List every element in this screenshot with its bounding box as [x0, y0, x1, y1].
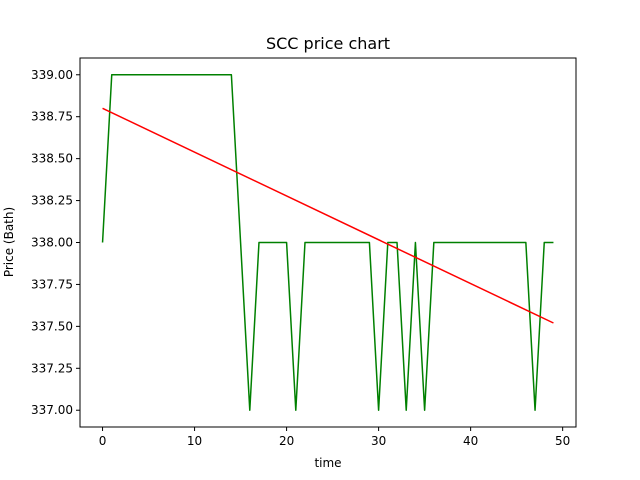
- chart-title: SCC price chart: [266, 34, 390, 53]
- series-line-1: [102, 107, 554, 324]
- series-line-0: [101, 74, 554, 411]
- x-axis-label: time: [314, 456, 341, 470]
- x-tick-label: 50: [555, 434, 570, 448]
- y-tick-label: 337.75: [31, 277, 73, 291]
- y-axis-label: Price (Bath): [2, 207, 16, 277]
- y-tick-label: 338.50: [31, 152, 73, 166]
- y-tick-label: 338.25: [31, 194, 73, 208]
- x-tick-label: 20: [279, 434, 294, 448]
- x-tick-label: 40: [463, 434, 478, 448]
- x-tick-label: 30: [371, 434, 386, 448]
- x-tick-label: 10: [187, 434, 202, 448]
- y-tick-label: 338.75: [31, 110, 73, 124]
- y-tick-label: 339.00: [31, 68, 73, 82]
- y-tick-label: 337.50: [31, 319, 73, 333]
- x-axis: 0 10 20 30 40 50: [99, 427, 570, 448]
- y-tick-label: 337.00: [31, 403, 73, 417]
- y-axis: 337.00 337.25 337.50 337.75 338.00 338.25 338.…: [31, 68, 80, 417]
- plot-area: [101, 74, 554, 411]
- y-tick-label: 337.25: [31, 361, 73, 375]
- x-tick-label: 0: [99, 434, 107, 448]
- y-tick-label: 338.00: [31, 236, 73, 250]
